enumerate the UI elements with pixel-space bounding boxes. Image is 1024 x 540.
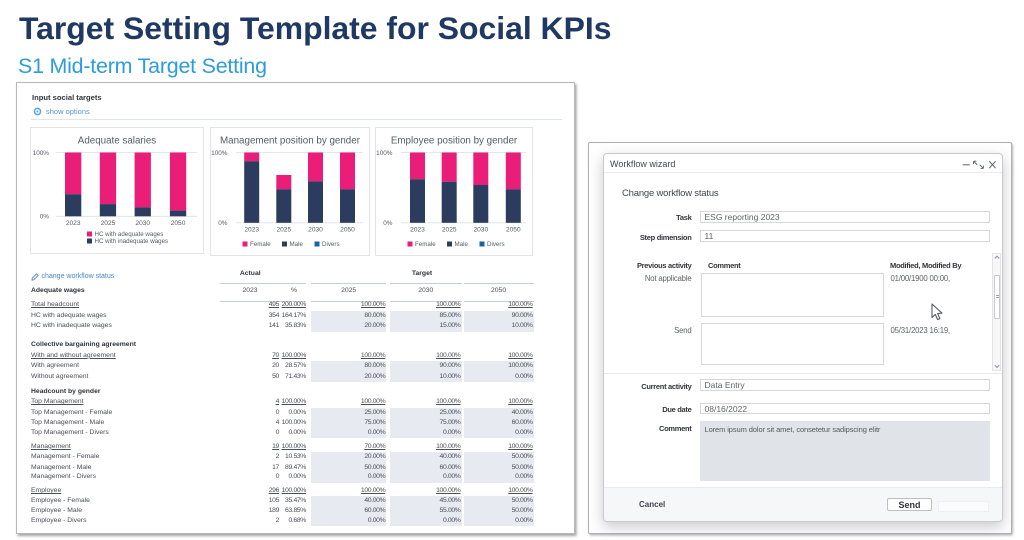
svg-text:2030: 2030 bbox=[135, 220, 150, 227]
svg-text:Divers: Divers bbox=[487, 241, 505, 248]
svg-text:2050: 2050 bbox=[171, 220, 186, 227]
svg-text:2023: 2023 bbox=[66, 220, 81, 227]
svg-text:Female: Female bbox=[250, 241, 271, 248]
svg-text:Employee position by gender: Employee position by gender bbox=[391, 136, 518, 147]
svg-text:0%: 0% bbox=[383, 220, 393, 227]
svg-text:HC with inadequate wages: HC with inadequate wages bbox=[95, 238, 169, 245]
svg-text:2025: 2025 bbox=[276, 227, 291, 234]
svg-text:2023: 2023 bbox=[410, 227, 425, 234]
svg-text:2030: 2030 bbox=[308, 227, 323, 234]
svg-text:100%: 100% bbox=[33, 150, 50, 157]
svg-text:2025: 2025 bbox=[101, 220, 116, 227]
svg-text:Female: Female bbox=[415, 241, 436, 248]
svg-text:Divers: Divers bbox=[322, 241, 340, 248]
svg-text:Management position by gender: Management position by gender bbox=[220, 136, 361, 147]
svg-text:0%: 0% bbox=[218, 220, 228, 227]
svg-text:2050: 2050 bbox=[340, 227, 355, 234]
svg-text:2030: 2030 bbox=[473, 227, 488, 234]
svg-text:0%: 0% bbox=[40, 214, 50, 221]
svg-text:2050: 2050 bbox=[506, 227, 521, 234]
svg-text:100%: 100% bbox=[376, 150, 393, 157]
svg-text:100%: 100% bbox=[211, 150, 228, 157]
svg-text:2023: 2023 bbox=[244, 227, 259, 234]
svg-text:2025: 2025 bbox=[442, 227, 457, 234]
svg-text:Male: Male bbox=[455, 241, 469, 248]
svg-text:Male: Male bbox=[290, 241, 304, 248]
svg-text:HC with adequate wages: HC with adequate wages bbox=[95, 231, 164, 238]
svg-text:Adequate salaries: Adequate salaries bbox=[78, 136, 157, 147]
